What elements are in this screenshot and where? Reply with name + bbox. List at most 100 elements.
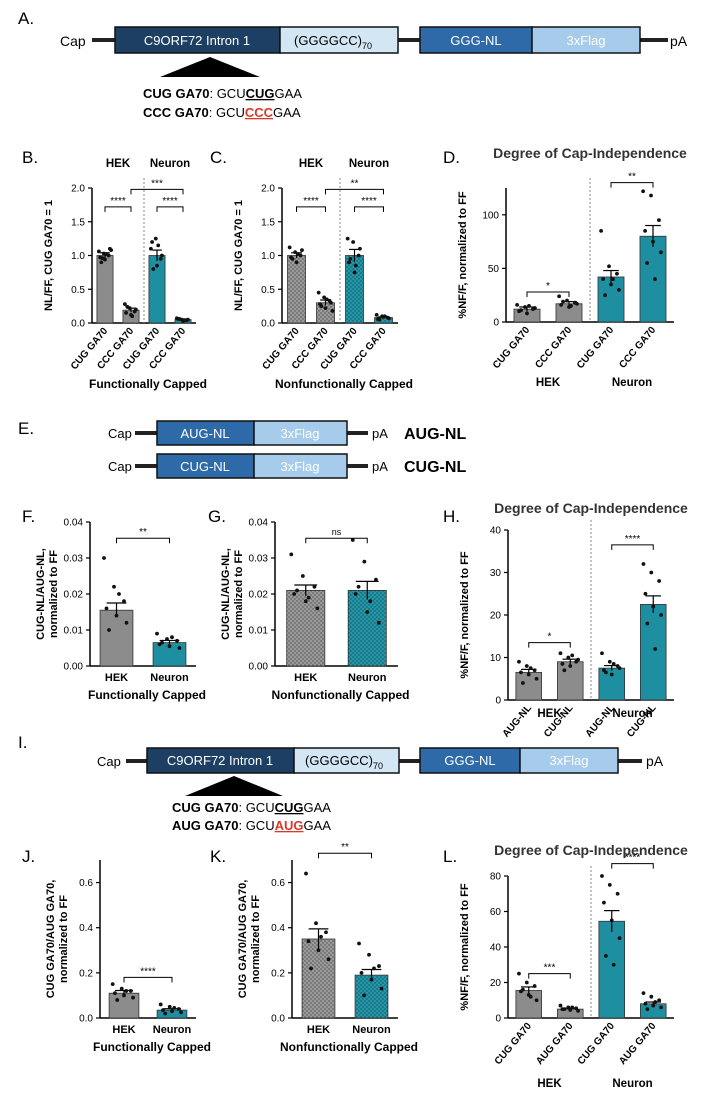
panel-label-b: B.	[22, 148, 38, 167]
data-point-k	[306, 939, 311, 944]
data-point-c	[351, 240, 356, 244]
data-point-d	[645, 261, 649, 265]
data-point-d	[603, 293, 607, 298]
data-point-h	[570, 653, 575, 658]
data-point-g	[350, 538, 355, 542]
data-point-l	[520, 987, 525, 992]
construct-i-pa-label: pA	[646, 753, 664, 769]
data-point-j	[110, 982, 115, 987]
y-tick-label-f: 0.01	[64, 626, 84, 637]
x-tick-label-d: CCC GA70	[533, 325, 574, 371]
data-point-c	[329, 300, 333, 305]
significance-bracket-j-0	[123, 976, 173, 983]
x-tick-label-k: HEK	[307, 1024, 330, 1036]
panel-label-e: E.	[18, 419, 34, 438]
data-point-h	[617, 666, 622, 671]
y-tick-label-f: 0.03	[64, 554, 84, 565]
data-point-d	[525, 311, 529, 316]
data-point-d	[561, 299, 565, 304]
data-point-b	[122, 302, 127, 306]
significance-bracket-c-0	[296, 206, 326, 212]
y-tick-label-l: 20	[490, 978, 502, 989]
data-point-c	[316, 290, 321, 295]
data-point-h	[611, 661, 616, 666]
y-axis-label-line1-j: CUG GA70/AUG GA70,	[45, 880, 57, 999]
y-tick-label-c: 1.0	[261, 251, 275, 262]
panel-label-j: J.	[22, 847, 35, 866]
data-point-l	[602, 900, 606, 905]
data-point-g	[368, 599, 373, 604]
y-tick-label-j: 0.0	[79, 1014, 93, 1025]
y-axis-label-g: CUG-NL/AUG-NL,normalized to FF	[220, 548, 245, 640]
data-point-g	[303, 599, 308, 604]
construct-e-row1-name: AUG-NL	[404, 426, 466, 443]
y-tick-label-f: 0.02	[64, 590, 84, 601]
y-tick-label-j: 0.4	[79, 923, 93, 934]
significance-bracket-l-1	[611, 863, 654, 869]
bar-f-0	[99, 609, 134, 667]
data-point-k	[324, 930, 328, 935]
data-point-c	[352, 270, 357, 275]
y-tick-label-d: 0	[493, 318, 499, 329]
data-point-k	[367, 952, 371, 957]
data-point-k	[359, 970, 364, 975]
x-tick-label-l: AUG GA70	[617, 1021, 659, 1068]
y-axis-label-f: CUG-NL/AUG-NL,normalized to FF	[35, 548, 60, 640]
data-point-g	[292, 592, 297, 596]
construct-e-row1-flag-label: 3xFlag	[280, 426, 319, 441]
data-point-l	[659, 1005, 663, 1010]
bar-d-3	[639, 235, 667, 323]
chart-c: C.0.00.51.01.52.0NL/FF, CUG GA70 = 1CUG …	[210, 148, 413, 391]
data-point-c	[387, 316, 391, 321]
data-point-k	[314, 921, 318, 926]
construct-e-row2-reporter-box	[156, 453, 255, 479]
data-point-d	[607, 264, 611, 269]
bar-l-2	[598, 920, 626, 1019]
data-point-j	[158, 1002, 163, 1007]
data-point-b	[156, 243, 161, 248]
data-point-d	[651, 239, 655, 244]
y-tick-label-d: 100	[482, 210, 499, 221]
y-tick-label-c: 1.5	[261, 217, 275, 228]
data-point-l	[568, 1008, 573, 1012]
x-tick-label-l: CUG GA70	[493, 1021, 535, 1068]
data-point-c	[347, 260, 351, 265]
data-point-l	[643, 1001, 648, 1006]
x-tick-label-l: AUG GA70	[534, 1021, 576, 1068]
data-point-f	[165, 637, 169, 641]
data-point-b	[134, 307, 138, 312]
y-tick-label-k: 0.4	[271, 923, 285, 934]
construct-e: E. Cap AUG-NL 3xFlag pA AUG-NL Cap CUG-N…	[18, 419, 466, 479]
data-point-c	[353, 263, 358, 268]
data-point-k	[326, 957, 331, 962]
data-point-g	[295, 588, 299, 593]
data-point-k	[309, 966, 313, 971]
data-point-l	[649, 994, 654, 999]
data-point-f	[114, 613, 119, 618]
data-point-c	[293, 250, 298, 255]
construct-i-flag-label: 3xFlag	[549, 753, 588, 768]
data-point-d	[599, 228, 604, 233]
construct-i-reporter-label: GGG-NL	[444, 753, 495, 768]
data-point-b	[99, 260, 104, 265]
data-point-h	[600, 651, 604, 656]
data-point-f	[177, 646, 182, 650]
construct-a: A. Cap C9ORF72 Intron 1 (GGGGCC)70 GGG-N…	[18, 9, 688, 120]
data-point-h	[526, 672, 531, 677]
data-point-h	[651, 604, 656, 609]
group-label-b-0: HEK	[106, 158, 131, 170]
data-point-b	[150, 240, 154, 244]
data-point-l	[574, 1006, 579, 1011]
x-axis-label-b: Functionally Capped	[89, 377, 207, 391]
data-point-g	[312, 584, 317, 589]
data-point-g	[362, 559, 367, 564]
significance-bracket-h-0	[528, 642, 571, 648]
data-point-k	[379, 986, 384, 991]
data-point-d	[611, 277, 615, 282]
construct-e-row1-pa: pA	[372, 426, 388, 441]
y-tick-label-h: 30	[490, 568, 502, 579]
construct-i-seq1: CUG GA70: GCUCUGGAA	[172, 800, 331, 815]
y-tick-label-l: 80	[490, 872, 502, 883]
bar-b-0	[96, 255, 114, 324]
construct-a-flag-label: 3xFlag	[566, 33, 605, 48]
